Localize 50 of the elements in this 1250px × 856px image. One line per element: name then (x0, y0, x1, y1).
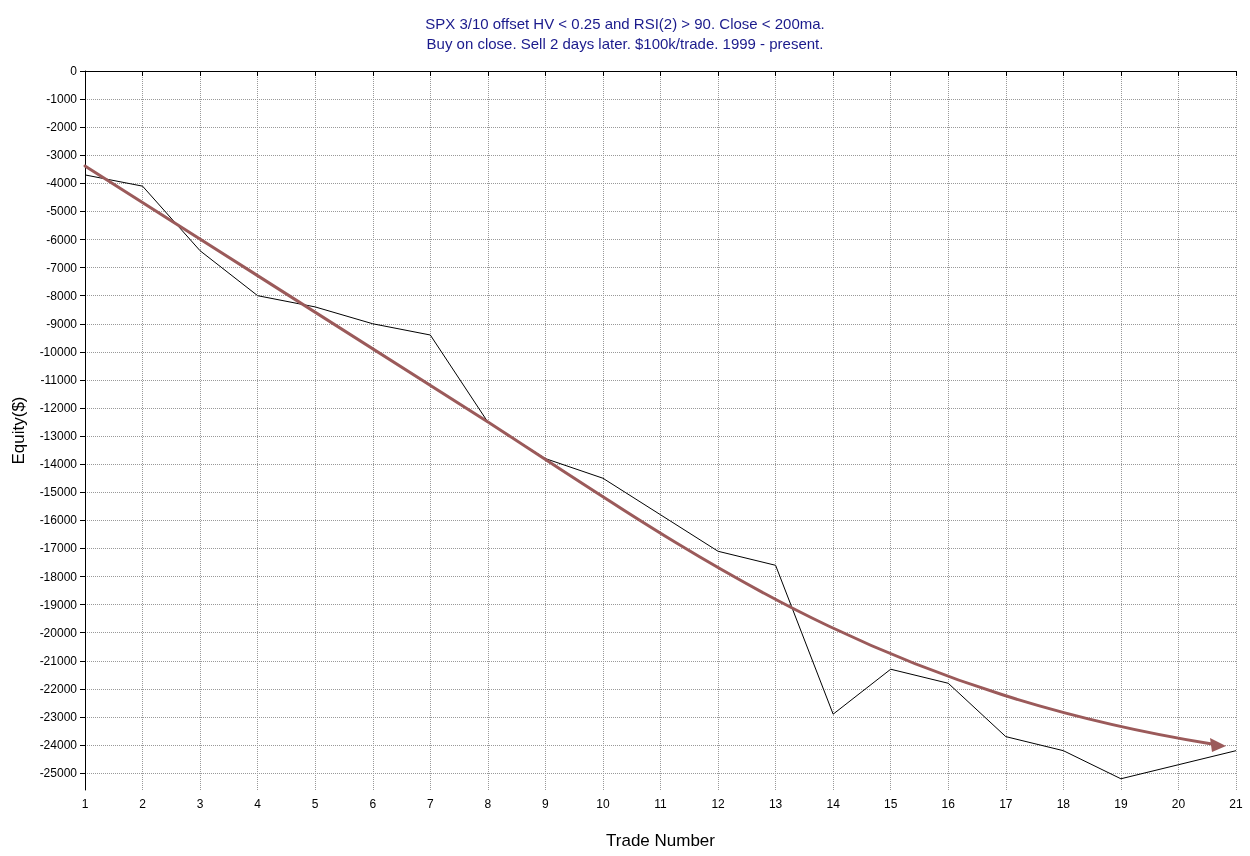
y-tick-label: -17000 (39, 541, 78, 556)
y-tick-label: -9000 (46, 316, 78, 331)
y-tick-label: -13000 (39, 429, 78, 444)
y-tick-label: -19000 (39, 597, 78, 612)
y-tick-label: -22000 (39, 681, 78, 696)
x-tick-label: 7 (426, 797, 434, 811)
x-tick-label: 1 (81, 797, 89, 811)
x-tick-label: 6 (369, 797, 377, 811)
y-tick-label: -3000 (46, 148, 78, 163)
x-tick-label: 9 (542, 797, 550, 811)
y-tick-label: -2000 (46, 120, 78, 135)
y-tick-label: -25000 (39, 766, 78, 781)
y-tick-label: -8000 (46, 288, 78, 303)
y-tick-label: -10000 (39, 344, 78, 359)
x-tick-label: 13 (768, 797, 783, 811)
y-tick-label: -1000 (46, 92, 78, 107)
y-tick-label: -11000 (40, 372, 78, 387)
y-tick-label: -4000 (46, 176, 78, 191)
x-tick-label: 4 (254, 797, 262, 811)
x-tick-label: 12 (711, 797, 726, 811)
y-tick-label: -16000 (39, 513, 78, 528)
y-tick-label: -21000 (39, 653, 78, 668)
x-tick-label: 5 (311, 797, 319, 811)
y-tick-label: -24000 (39, 738, 78, 753)
x-tick-label: 18 (1056, 797, 1071, 811)
y-axis-title: Equity($) (9, 396, 28, 465)
x-axis-title: Trade Number (606, 831, 716, 850)
x-tick-label: 11 (654, 797, 668, 811)
x-tick-label: 15 (884, 797, 898, 811)
x-tick-label: 14 (826, 797, 841, 811)
y-tick-label: -20000 (39, 625, 78, 640)
y-tick-label: -14000 (39, 457, 78, 472)
x-tick-label: 21 (1229, 797, 1243, 811)
y-tick-label: -12000 (39, 401, 78, 416)
y-tick-label: 0 (70, 64, 78, 78)
y-tick-label: -5000 (46, 204, 78, 219)
x-tick-label: 3 (196, 797, 204, 811)
y-tick-label: -18000 (39, 569, 78, 584)
x-tick-label: 8 (484, 797, 492, 811)
x-tick-label: 10 (596, 797, 610, 811)
x-tick-label: 19 (1114, 797, 1128, 811)
y-tick-label: -6000 (46, 232, 78, 247)
x-tick-label: 2 (139, 797, 147, 811)
x-tick-label: 20 (1171, 797, 1186, 811)
y-tick-label: -7000 (46, 260, 78, 275)
x-tick-label: 17 (999, 797, 1013, 811)
y-tick-label: -23000 (39, 709, 78, 724)
y-tick-label: -15000 (39, 485, 78, 500)
x-tick-label: 16 (941, 797, 956, 811)
chart-title: SPX 3/10 offset HV < 0.25 and RSI(2) > 90. Close < 200ma. Buy on close. Sell 2 days later. $100k/trade. 1999 - present. (425, 14, 825, 52)
